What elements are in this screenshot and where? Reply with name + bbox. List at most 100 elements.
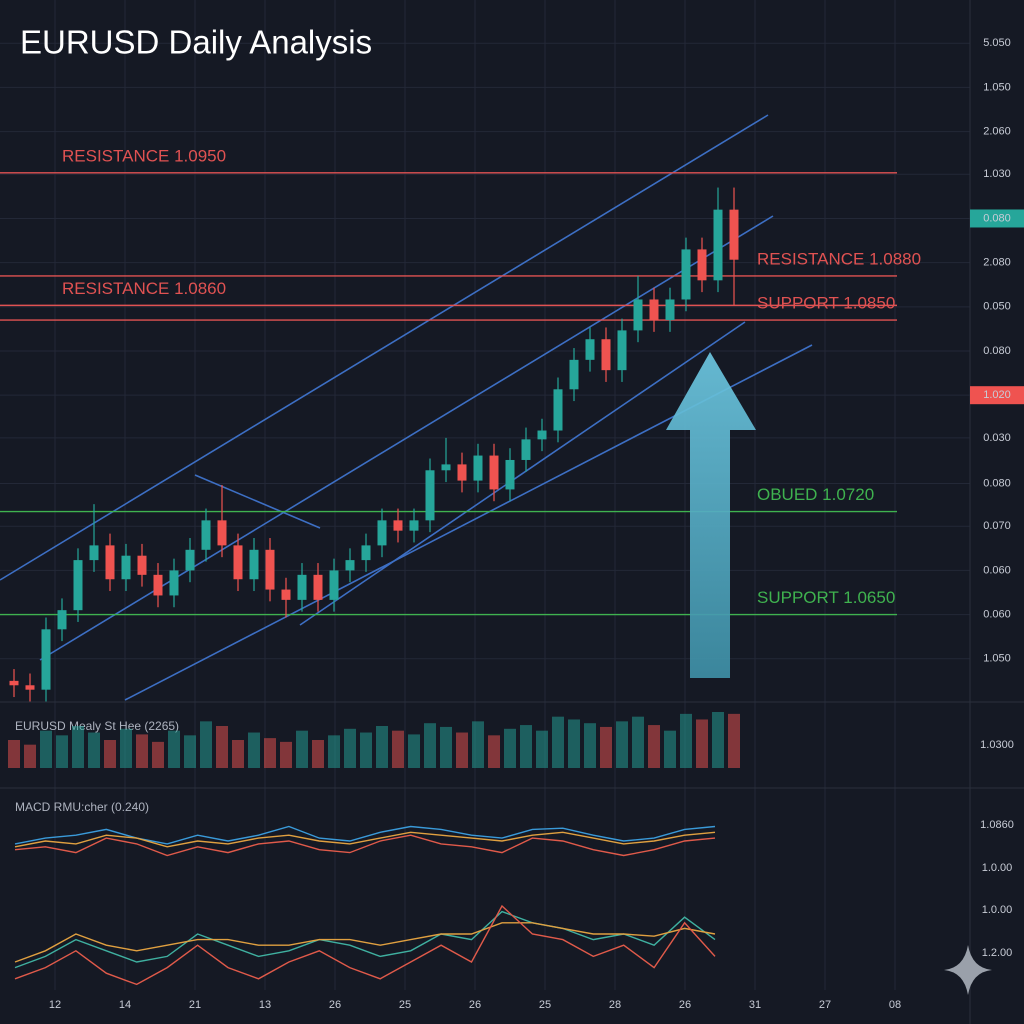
volume-bar: [536, 730, 548, 768]
candle-body: [281, 589, 291, 600]
y-tick-label: 1.050: [983, 653, 1011, 665]
channel-line: [194, 474, 321, 529]
candle-body: [489, 455, 499, 490]
volume-label: EURUSD Mealy St Hee (2265): [15, 719, 179, 733]
volume-bar: [696, 719, 708, 768]
x-tick-label: 26: [469, 999, 481, 1011]
candle-body: [697, 249, 707, 281]
y-tick-label: 0.060: [983, 608, 1011, 620]
volume-bar: [200, 721, 212, 768]
candle-body: [313, 574, 323, 600]
channel-line: [0, 114, 769, 581]
price-badge: [970, 209, 1024, 228]
volume-bar: [168, 730, 180, 768]
volume-bar: [24, 744, 36, 768]
candle-body: [121, 555, 131, 580]
volume-bar: [232, 740, 244, 768]
candle-body: [569, 359, 579, 390]
candle-body: [649, 299, 659, 321]
volume-bar: [424, 723, 436, 768]
candle-body: [329, 570, 339, 600]
candle-body: [729, 209, 739, 260]
candles: [9, 187, 739, 702]
candle-body: [361, 545, 371, 561]
candle-body: [137, 555, 147, 575]
oscillator-line: [14, 904, 716, 986]
volume-bar: [72, 726, 84, 768]
x-tick-label: 26: [329, 999, 341, 1011]
volume-bar: [248, 732, 260, 768]
candle-body: [505, 459, 515, 490]
macd-axis-label: 1.0860: [980, 819, 1014, 831]
level-label: RESISTANCE 1.0860: [62, 279, 226, 298]
volume-bar: [600, 726, 612, 768]
y-tick-label: 1.050: [983, 81, 1011, 93]
macd-line: [14, 831, 716, 848]
volume-bar: [456, 732, 468, 768]
candle-body: [41, 629, 51, 690]
volume-bar: [488, 735, 500, 768]
volume-bar: [552, 716, 564, 768]
x-tick-label: 27: [819, 999, 831, 1011]
candle-body: [601, 339, 611, 371]
levels: RESISTANCE 1.0950 RESISTANCE 1.0880 RESIST…: [0, 146, 921, 616]
candle-body: [345, 560, 355, 571]
candle-body: [665, 299, 675, 321]
volume-bar: [312, 740, 324, 768]
y-tick-label: 0.030: [983, 432, 1011, 444]
macd-line: [14, 825, 716, 845]
x-tick-label: 08: [889, 999, 901, 1011]
price-badge: [970, 386, 1024, 405]
candle-body: [57, 610, 67, 630]
volume-bar: [584, 723, 596, 768]
candle-body: [393, 520, 403, 531]
candle-body: [633, 299, 643, 331]
candle-body: [585, 339, 595, 360]
level-label: OBUED 1.0720: [757, 485, 874, 504]
candle-body: [265, 549, 275, 590]
volume-bar: [216, 726, 228, 768]
x-tick-label: 12: [49, 999, 61, 1011]
y-tick-label: 1.030: [983, 168, 1011, 180]
level-label: RESISTANCE 1.0880: [757, 249, 921, 268]
macd-axis-label: 1.0.00: [982, 862, 1013, 874]
volume-bar: [680, 713, 692, 768]
candle-body: [457, 464, 467, 481]
grid: [0, 0, 970, 990]
macd-label: MACD RMU:cher (0.240): [15, 800, 149, 814]
y-tick-label: 0.060: [983, 564, 1011, 576]
volume-bar: [520, 725, 532, 768]
x-tick-label: 26: [679, 999, 691, 1011]
candle-body: [521, 439, 531, 460]
candle-body: [537, 430, 547, 440]
x-tick-label: 14: [119, 999, 131, 1011]
candle-body: [169, 570, 179, 596]
candle-body: [425, 470, 435, 521]
volume-bar: [632, 716, 644, 768]
candle-body: [89, 545, 99, 561]
volume-bar: [440, 726, 452, 768]
volume-bar: [664, 730, 676, 768]
macd-line: [14, 834, 716, 857]
volume-bar: [712, 712, 724, 768]
x-tick-label: 13: [259, 999, 271, 1011]
candle-body: [297, 574, 307, 600]
candle-body: [377, 520, 387, 546]
volume-bar: [616, 721, 628, 768]
oscillator-line: [14, 922, 716, 963]
channel-line: [299, 321, 746, 626]
volume-axis-label: 1.0300: [980, 739, 1014, 751]
candle-body: [233, 545, 243, 580]
y-tick-label: 0.070: [983, 520, 1011, 532]
y-tick-label: 0.080: [983, 212, 1011, 224]
volume-bar: [360, 732, 372, 768]
volume-bar: [728, 713, 740, 768]
watermark-icon: [944, 945, 992, 995]
y-tick-label: 1.020: [983, 389, 1011, 401]
volume-bar: [392, 730, 404, 768]
volume-bar: [648, 725, 660, 768]
volume-bar: [296, 730, 308, 768]
volume-bar: [472, 721, 484, 768]
x-tick-label: 31: [749, 999, 761, 1011]
